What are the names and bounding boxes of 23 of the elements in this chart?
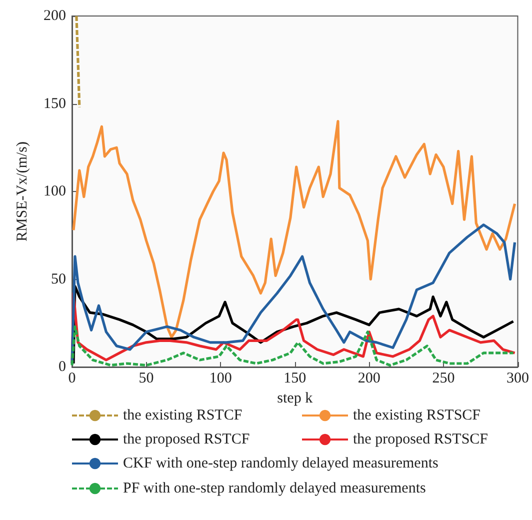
x-tick-label: 150 <box>284 370 306 386</box>
x-axis-title: step k <box>277 390 314 406</box>
legend-label: PF with one-step randomly delayed measurements <box>123 480 426 496</box>
x-tick-label: 50 <box>138 370 154 386</box>
y-tick-label: 100 <box>44 184 66 200</box>
line-series <box>70 325 515 367</box>
line-series <box>70 224 516 365</box>
x-tick-label: 0 <box>68 370 76 386</box>
y-tick-label: 0 <box>58 359 66 375</box>
x-tick-label: 250 <box>432 370 455 386</box>
x-tick-label: 300 <box>506 370 529 386</box>
legend-label: CKF with one-step randomly delayed measurements <box>123 456 439 472</box>
legend-label: the existing RSTSCF <box>353 408 481 424</box>
legend-label: the proposed RSTCF <box>123 432 250 448</box>
y-tick-label: 200 <box>44 8 66 24</box>
y-axis-title: RMSE-Vx/(m/s) <box>14 141 30 242</box>
y-tick-label: 150 <box>44 96 66 112</box>
x-tick-label: 100 <box>209 370 232 386</box>
x-tick-label: 200 <box>358 370 380 386</box>
legend-label: the existing RSTCF <box>123 408 242 424</box>
legend-label: the proposed RSTSCF <box>353 432 488 448</box>
y-tick-label: 50 <box>51 271 66 288</box>
line-series <box>72 120 516 338</box>
